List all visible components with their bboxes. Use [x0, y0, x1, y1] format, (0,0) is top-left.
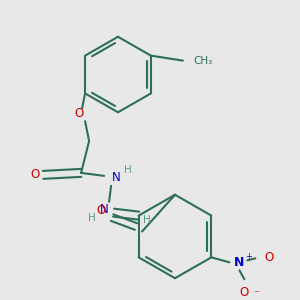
Text: O: O [96, 204, 105, 217]
Text: CH₃: CH₃ [193, 56, 212, 66]
Text: O: O [240, 286, 249, 298]
Text: O: O [31, 168, 40, 182]
Text: +: + [245, 252, 252, 261]
Text: N: N [112, 171, 121, 184]
Text: H: H [143, 214, 151, 225]
Text: ⁻: ⁻ [254, 289, 259, 299]
Text: H: H [124, 165, 132, 175]
Text: O: O [265, 251, 274, 264]
Text: N: N [100, 203, 109, 216]
Text: O: O [74, 107, 84, 120]
Text: N: N [234, 256, 244, 269]
Text: H: H [88, 213, 96, 223]
